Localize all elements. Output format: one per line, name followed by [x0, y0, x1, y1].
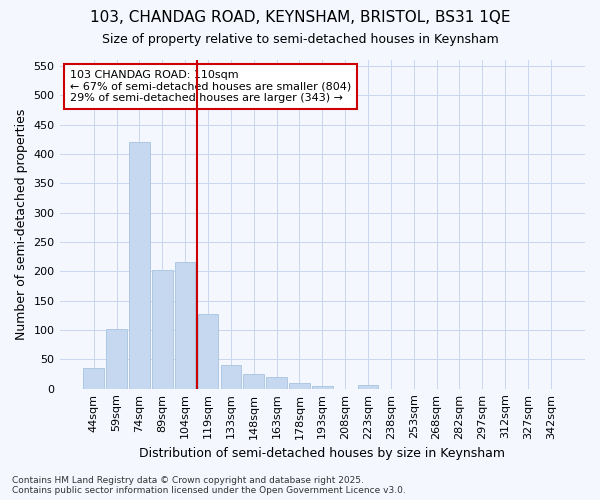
Bar: [198, 314, 218, 388]
Bar: [266, 377, 287, 388]
Bar: [106, 329, 127, 388]
Bar: [358, 384, 378, 388]
Bar: [152, 270, 173, 388]
Bar: [129, 142, 150, 388]
Text: 103 CHANDAG ROAD: 110sqm
← 67% of semi-detached houses are smaller (804)
29% of : 103 CHANDAG ROAD: 110sqm ← 67% of semi-d…: [70, 70, 352, 103]
Bar: [244, 374, 264, 388]
Text: Contains HM Land Registry data © Crown copyright and database right 2025.
Contai: Contains HM Land Registry data © Crown c…: [12, 476, 406, 495]
Bar: [289, 383, 310, 388]
Y-axis label: Number of semi-detached properties: Number of semi-detached properties: [15, 108, 28, 340]
X-axis label: Distribution of semi-detached houses by size in Keynsham: Distribution of semi-detached houses by …: [139, 447, 505, 460]
Bar: [175, 262, 196, 388]
Bar: [312, 386, 332, 388]
Bar: [83, 368, 104, 388]
Bar: [221, 365, 241, 388]
Text: Size of property relative to semi-detached houses in Keynsham: Size of property relative to semi-detach…: [101, 32, 499, 46]
Text: 103, CHANDAG ROAD, KEYNSHAM, BRISTOL, BS31 1QE: 103, CHANDAG ROAD, KEYNSHAM, BRISTOL, BS…: [90, 10, 510, 25]
